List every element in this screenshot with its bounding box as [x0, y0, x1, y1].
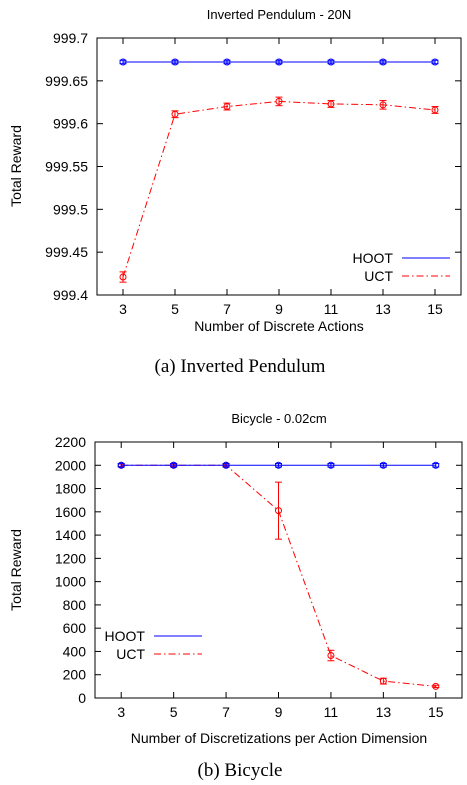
x-tick-label: 3: [117, 704, 125, 720]
data-point-hoot: [117, 461, 125, 469]
y-tick-label: 999.6: [53, 116, 88, 132]
caption-b: (b) Bicycle: [198, 760, 283, 781]
chart-title: Inverted Pendulum - 20N: [207, 7, 352, 22]
data-point-hoot: [275, 58, 283, 66]
legend-label-hoot: HOOT: [105, 628, 146, 644]
data-point-uct: [379, 677, 387, 685]
y-tick-label: 2200: [55, 434, 86, 450]
x-tick-label: 9: [275, 301, 283, 317]
y-tick-label: 999.7: [53, 30, 88, 46]
legend: HOOT UCT: [353, 250, 450, 284]
x-axis-label: Number of Discretizations per Action Dim…: [131, 730, 427, 746]
x-tick-label: 5: [171, 301, 179, 317]
x-axis-label: Number of Discrete Actions: [194, 318, 364, 334]
y-tick-label: 600: [63, 620, 87, 636]
y-tick-label: 999.65: [45, 73, 88, 89]
legend-label-hoot: HOOT: [353, 250, 394, 266]
data-point-uct: [431, 106, 439, 114]
y-tick-label: 999.55: [45, 159, 88, 175]
x-tick-label: 11: [324, 301, 339, 317]
x-tick-label: 7: [222, 704, 230, 720]
y-tick-label: 0: [78, 690, 86, 706]
chart-inverted-pendulum: 3 5 7 9 11 13 15 999.4 999.45 999.5 999.55 999.6 999…: [8, 7, 462, 334]
data-point-hoot: [119, 58, 127, 66]
data-point-hoot: [223, 58, 231, 66]
y-tick-label: 2000: [55, 457, 86, 473]
y-axis-label: Total Reward: [8, 529, 24, 611]
y-tick-label: 1400: [55, 527, 86, 543]
x-tick-label: 3: [119, 301, 127, 317]
series-group: [119, 58, 439, 283]
data-point-hoot: [379, 58, 387, 66]
y-tick-label: 1800: [55, 481, 86, 497]
x-tick-label: 13: [375, 301, 391, 317]
x-tick-label: 15: [427, 301, 443, 317]
data-point-hoot: [432, 461, 440, 469]
legend-label-uct: UCT: [364, 268, 393, 284]
chart-bicycle: 3 5 7 9 11 13 15 0 200 400 600 800 1000 1200 1400 1600 1…: [8, 411, 463, 746]
chart-title: Bicycle - 0.02cm: [231, 411, 326, 426]
y-tick-label: 999.5: [53, 201, 88, 217]
y-tick-label: 999.45: [45, 244, 88, 260]
legend: HOOT UCT: [105, 628, 202, 662]
data-point-hoot: [431, 58, 439, 66]
data-point-hoot: [222, 461, 230, 469]
y-tick-label: 1600: [55, 504, 86, 520]
x-tick-label: 9: [275, 704, 283, 720]
data-point-hoot: [275, 461, 282, 469]
data-point-uct: [171, 110, 179, 118]
data-point-uct: [327, 652, 335, 660]
data-point-uct: [223, 103, 231, 111]
y-axis-label: Total Reward: [8, 125, 24, 207]
y-tick-label: 999.4: [53, 287, 88, 303]
data-point-uct: [275, 507, 282, 515]
caption-a: (a) Inverted Pendulum: [155, 356, 326, 377]
plot-frame: [94, 441, 463, 699]
plot-frame: [96, 37, 462, 296]
data-point-hoot: [170, 461, 178, 469]
y-tick-label: 800: [63, 597, 87, 613]
x-tick-label: 15: [428, 704, 444, 720]
data-point-uct: [275, 97, 283, 105]
data-point-hoot: [379, 461, 387, 469]
x-tick-label: 11: [324, 704, 339, 720]
data-point-hoot: [327, 461, 335, 469]
data-point-uct: [379, 101, 387, 109]
data-point-uct: [119, 273, 127, 281]
y-tick-label: 200: [63, 667, 87, 683]
data-point-uct: [327, 100, 335, 108]
y-tick-label: 1200: [55, 550, 86, 566]
x-tick-label: 7: [223, 301, 231, 317]
y-tick-label: 400: [63, 643, 87, 659]
data-point-hoot: [171, 58, 179, 66]
x-tick-label: 13: [376, 704, 392, 720]
y-tick-label: 1000: [55, 574, 86, 590]
tick-group: 3 5 7 9 11 13 15 0 200 400 600 800 1000 1200 1400 1600 1…: [55, 434, 462, 720]
data-point-uct: [432, 682, 440, 690]
legend-label-uct: UCT: [116, 646, 145, 662]
series-group: [117, 461, 440, 690]
data-point-hoot: [327, 58, 335, 66]
x-tick-label: 5: [170, 704, 178, 720]
tick-group: 3 5 7 9 11 13 15 999.4 999.45 999.5 999.55 999.6 999…: [45, 30, 461, 317]
